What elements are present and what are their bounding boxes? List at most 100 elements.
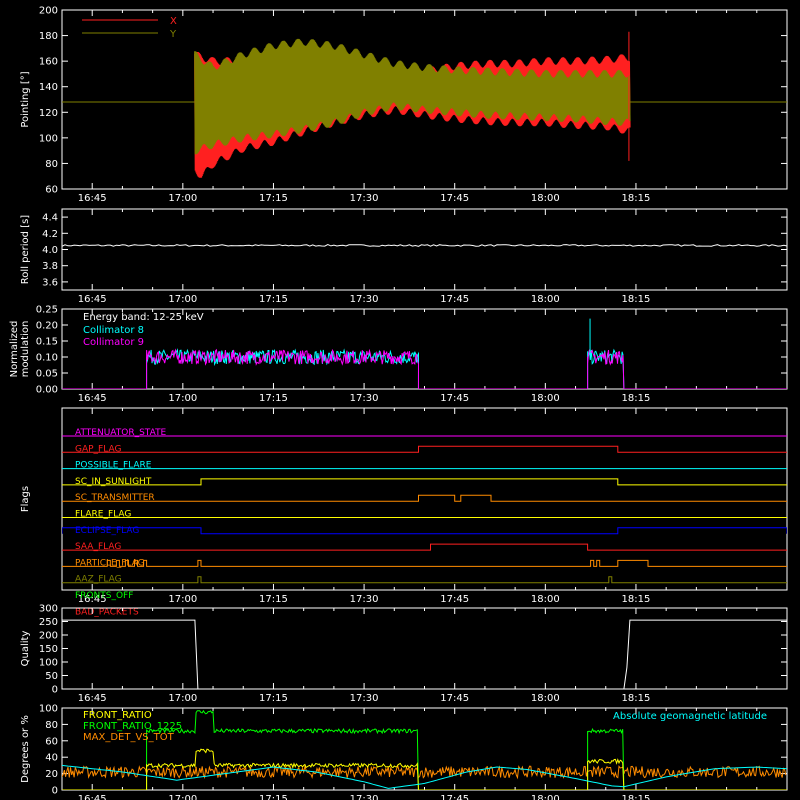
y-axis-label: Flags xyxy=(20,486,31,512)
plot-frame xyxy=(61,407,788,591)
y-axis-label: Quality xyxy=(20,631,31,667)
y-axis-label: Normalized xyxy=(9,321,20,378)
flag-label-possible-flare: POSSIBLE_FLARE xyxy=(75,461,152,471)
x-tick-label: 17:45 xyxy=(440,594,469,605)
y-tick-label: 80 xyxy=(45,720,58,731)
legend-label-y: Y xyxy=(169,29,177,40)
y-tick-label: 40 xyxy=(45,753,58,764)
flag-trace-sc-transmitter xyxy=(62,494,787,502)
legend-label-max-det-vs-tot: MAX_DET_VS_TOT xyxy=(83,732,175,743)
y-tick-label: 100 xyxy=(39,704,58,715)
series-quality xyxy=(62,619,787,689)
y-tick-label: 0.20 xyxy=(36,321,58,332)
x-tick-label: 17:45 xyxy=(440,193,469,204)
y-tick-label: 0.15 xyxy=(36,337,58,348)
x-tick-label: 17:15 xyxy=(259,294,288,305)
x-tick-label: 17:15 xyxy=(259,693,288,704)
y-tick-label: 60 xyxy=(45,185,58,196)
x-tick-label: 17:00 xyxy=(168,794,197,800)
y-tick-label: 4.0 xyxy=(42,245,58,256)
flag-label-fronts-off: FRONTS_OFF xyxy=(75,591,133,601)
flag-label-sc-transmitter: SC_TRANSMITTER xyxy=(75,493,155,503)
y-tick-label: 200 xyxy=(39,631,58,642)
y-axis-label: modulation xyxy=(20,321,31,378)
legend-label-x: X xyxy=(170,16,177,27)
plot-frame xyxy=(61,208,788,291)
panel-ratios: 16:45 17:00 17:15 17:30 17:45 18:00 18:15 0 20 40… xyxy=(20,704,788,800)
y-tick-label: 100 xyxy=(39,133,58,144)
data-layer xyxy=(62,318,787,389)
x-tick-label: 18:00 xyxy=(531,594,560,605)
x-tick-label: 16:45 xyxy=(78,193,107,204)
legend-label-geomagnetic-latitude: Absolute geomagnetic latitude xyxy=(613,711,767,722)
x-tick-label: 17:30 xyxy=(350,193,379,204)
x-tick-label: 16:45 xyxy=(78,794,107,800)
x-tick-label: 17:30 xyxy=(350,794,379,800)
y-tick-label: 100 xyxy=(39,658,58,669)
flag-trace-aaz-flag xyxy=(62,576,787,584)
x-tick-label: 17:30 xyxy=(350,393,379,404)
y-tick-label: 20 xyxy=(45,769,58,780)
y-tick-label: 4.2 xyxy=(42,229,58,240)
x-tick-label: 18:00 xyxy=(531,193,560,204)
y-tick-label: 0.10 xyxy=(36,353,58,364)
y-tick-label: 200 xyxy=(39,6,58,17)
data-layer xyxy=(62,31,787,178)
series-y xyxy=(194,38,631,155)
series-front-ratio xyxy=(62,748,787,790)
x-tick-label: 18:15 xyxy=(622,693,651,704)
x-tick-label: 18:00 xyxy=(531,294,560,305)
legend-label-collimator-9: Collimator 9 xyxy=(83,337,144,348)
y-tick-label: 3.8 xyxy=(42,261,58,272)
x-tick-label: 17:15 xyxy=(259,794,288,800)
data-layer xyxy=(62,435,787,584)
panel-modulation: 16:45 17:00 17:15 17:30 17:45 18:00 18:15 0.00 0… xyxy=(9,305,788,404)
x-tick-label: 17:00 xyxy=(168,294,197,305)
x-tick-label: 18:15 xyxy=(622,393,651,404)
y-tick-label: 140 xyxy=(39,82,58,93)
x-tick-label: 17:00 xyxy=(168,393,197,404)
x-tick-label: 17:00 xyxy=(168,594,197,605)
x-tick-label: 16:45 xyxy=(78,594,107,605)
data-layer xyxy=(62,619,787,689)
flag-trace-gap-flag xyxy=(62,445,787,453)
x-tick-label: 17:00 xyxy=(168,193,197,204)
y-tick-label: 0.25 xyxy=(36,305,58,316)
flag-trace-saa-flag xyxy=(62,543,787,551)
x-tick-label: 17:15 xyxy=(259,393,288,404)
flag-label-sc-in-sunlight: SC_IN_SUNLIGHT xyxy=(75,477,152,487)
y-tick-label: 3.6 xyxy=(42,277,58,288)
y-tick-label: 120 xyxy=(39,108,58,119)
x-tick-label: 16:45 xyxy=(78,393,107,404)
flag-trace-sc-in-sunlight xyxy=(62,478,787,486)
x-tick-label: 18:15 xyxy=(622,794,651,800)
y-tick-label: 150 xyxy=(39,644,58,655)
x-tick-label: 18:00 xyxy=(531,393,560,404)
x-tick-label: 17:30 xyxy=(350,594,379,605)
series-max-det-vs-tot xyxy=(62,764,787,780)
y-tick-label: 300 xyxy=(39,604,58,615)
y-tick-label: 160 xyxy=(39,57,58,68)
x-tick-label: 17:45 xyxy=(440,693,469,704)
panel-pointing: 16:45 17:00 17:15 17:30 17:45 18:00 18:15 60 80 1… xyxy=(20,6,788,204)
y-tick-label: 0 xyxy=(52,786,58,797)
y-tick-label: 250 xyxy=(39,617,58,628)
energy-band-annotation: Energy band: 12-25 keV xyxy=(83,312,204,323)
y-tick-label: 50 xyxy=(45,671,58,682)
flag-trace-particle-flag xyxy=(62,559,787,567)
x-tick-label: 17:30 xyxy=(350,693,379,704)
series-geomagnetic-latitude xyxy=(62,764,787,789)
y-tick-label: 4.4 xyxy=(42,213,58,224)
flag-label-aaz-flag: AAZ_FLAG xyxy=(75,575,122,585)
data-layer xyxy=(62,244,787,247)
panel-roll-period: 16:45 17:00 17:15 17:30 17:45 18:00 18:15 3.6 3.… xyxy=(20,208,788,305)
legend-label-front-ratio-1225: FRONT_RATIO_1225 xyxy=(83,721,182,732)
y-tick-label: 180 xyxy=(39,31,58,42)
x-tick-label: 16:45 xyxy=(78,693,107,704)
flag-label-saa-flag: SAA_FLAG xyxy=(75,542,121,552)
x-tick-label: 17:00 xyxy=(168,693,197,704)
y-axis-label: Pointing [°] xyxy=(20,71,31,127)
x-tick-label: 18:00 xyxy=(531,693,560,704)
x-tick-label: 17:45 xyxy=(440,294,469,305)
